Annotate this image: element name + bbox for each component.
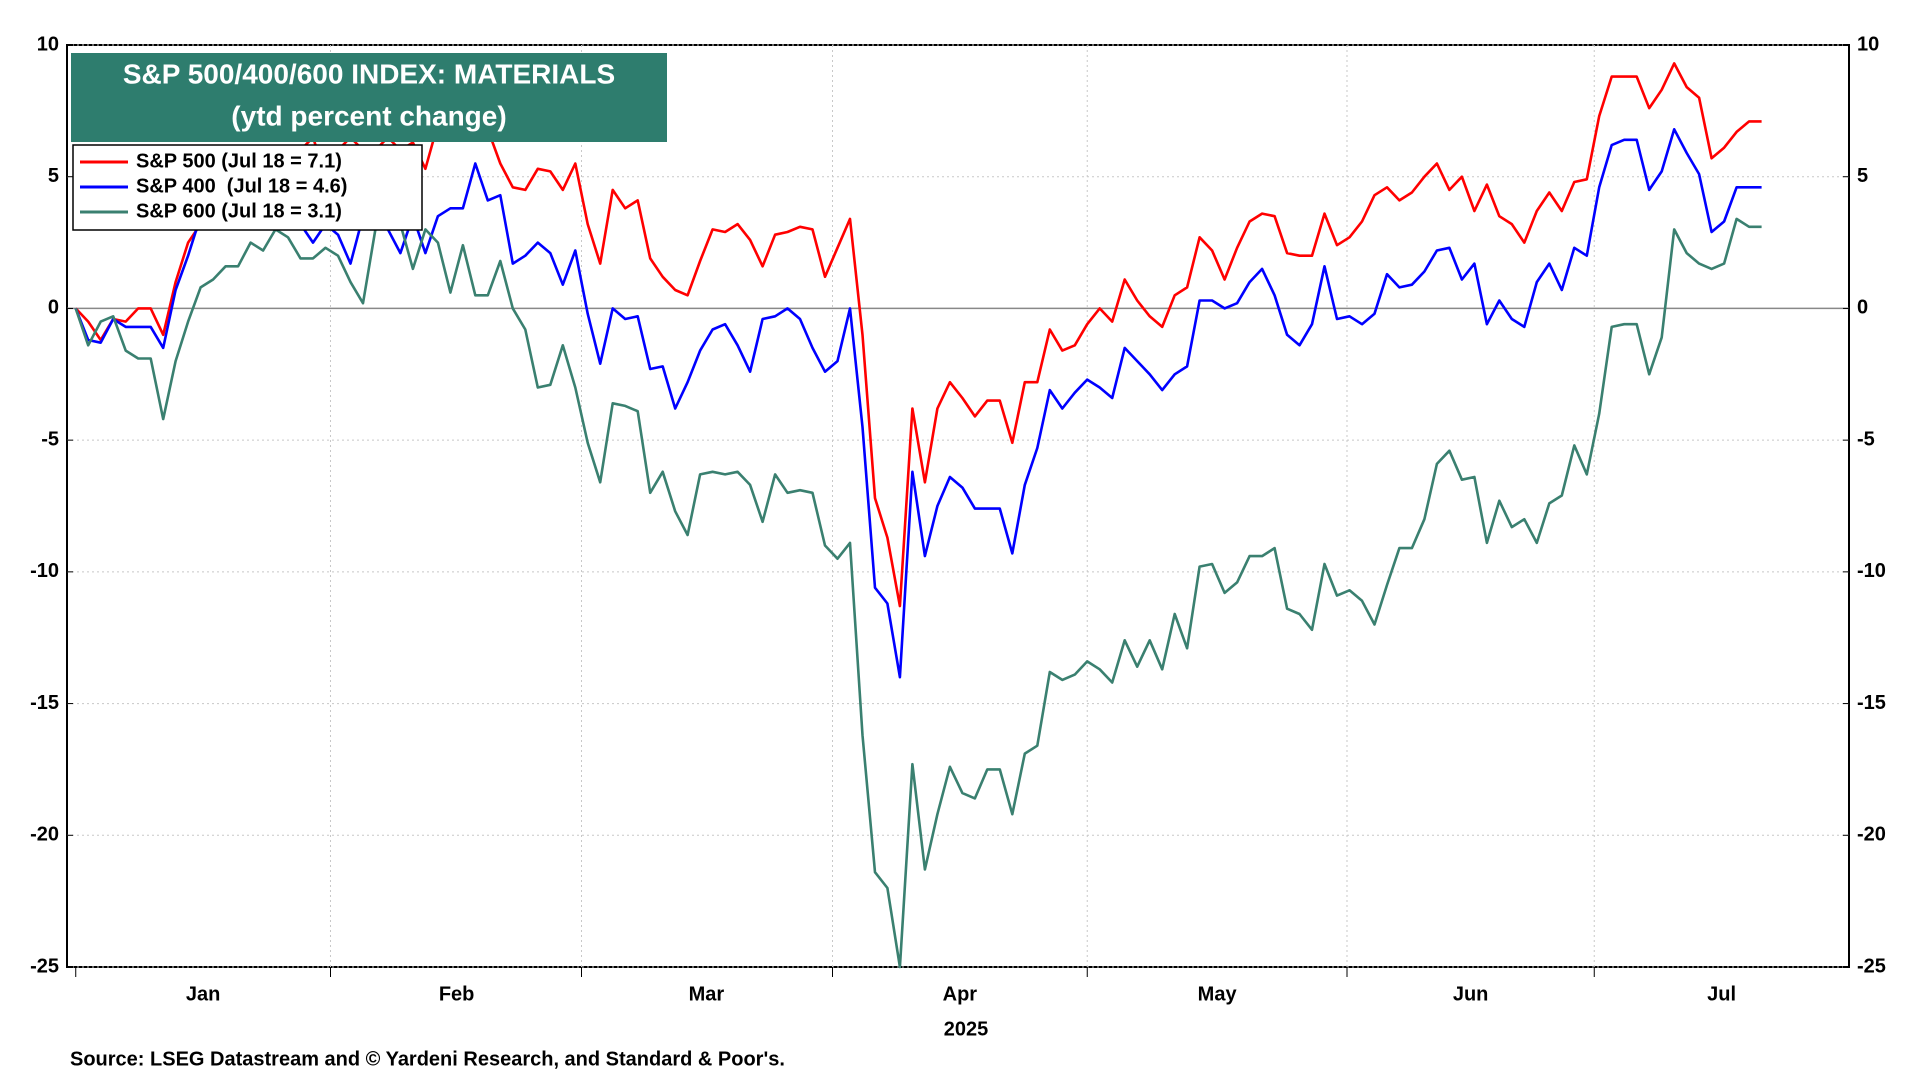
y2-tick-label: 10: [1857, 33, 1879, 55]
y2-tick-label: 0: [1857, 297, 1868, 319]
y2-tick-label: -20: [1857, 824, 1886, 846]
y2-tick-label: -25: [1857, 955, 1886, 977]
series-line: [74, 217, 1762, 969]
y-tick-label: -5: [41, 428, 59, 450]
y2-tick-label: -10: [1857, 560, 1886, 582]
y2-tick-label: -15: [1857, 692, 1886, 714]
source-note: Source: LSEG Datastream and © Yardeni Re…: [70, 1048, 785, 1070]
y-tick-label: -10: [30, 560, 59, 582]
grid: [67, 44, 1849, 977]
y-tick-label: -20: [30, 824, 59, 846]
x-tick-label: Apr: [943, 983, 978, 1005]
chart-title: S&P 500/400/600 INDEX: MATERIALS: [123, 58, 615, 89]
y2-tick-label: 5: [1857, 165, 1868, 187]
series-line: [74, 128, 1762, 679]
x-axis-label: 2025: [944, 1018, 989, 1040]
x-tick-label: Jan: [186, 983, 220, 1005]
y2-tick-label: -5: [1857, 428, 1875, 450]
legend-label: S&P 400 (Jul 18 = 4.6): [136, 175, 347, 197]
y-tick-label: -25: [30, 955, 59, 977]
series-line: [74, 62, 1762, 608]
y-tick-label: 10: [37, 33, 59, 55]
legend: S&P 500 (Jul 18 = 7.1) S&P 400 (Jul 18 = …: [80, 150, 347, 222]
series-lines: [74, 62, 1762, 969]
x-tick-label: Mar: [689, 983, 725, 1005]
y-tick-label: 0: [48, 297, 59, 319]
title-box: [71, 53, 667, 142]
chart-subtitle: (ytd percent change): [231, 100, 506, 131]
x-tick-label: Jul: [1707, 983, 1736, 1005]
x-tick-label: May: [1198, 983, 1238, 1005]
y-tick-label: -15: [30, 692, 59, 714]
y-tick-label: 5: [48, 165, 59, 187]
legend-label: S&P 600 (Jul 18 = 3.1): [136, 200, 342, 222]
legend-label: S&P 500 (Jul 18 = 7.1): [136, 150, 342, 172]
legend-box: [72, 144, 423, 231]
x-tick-label: Feb: [439, 983, 475, 1005]
x-tick-label: Jun: [1453, 983, 1489, 1005]
